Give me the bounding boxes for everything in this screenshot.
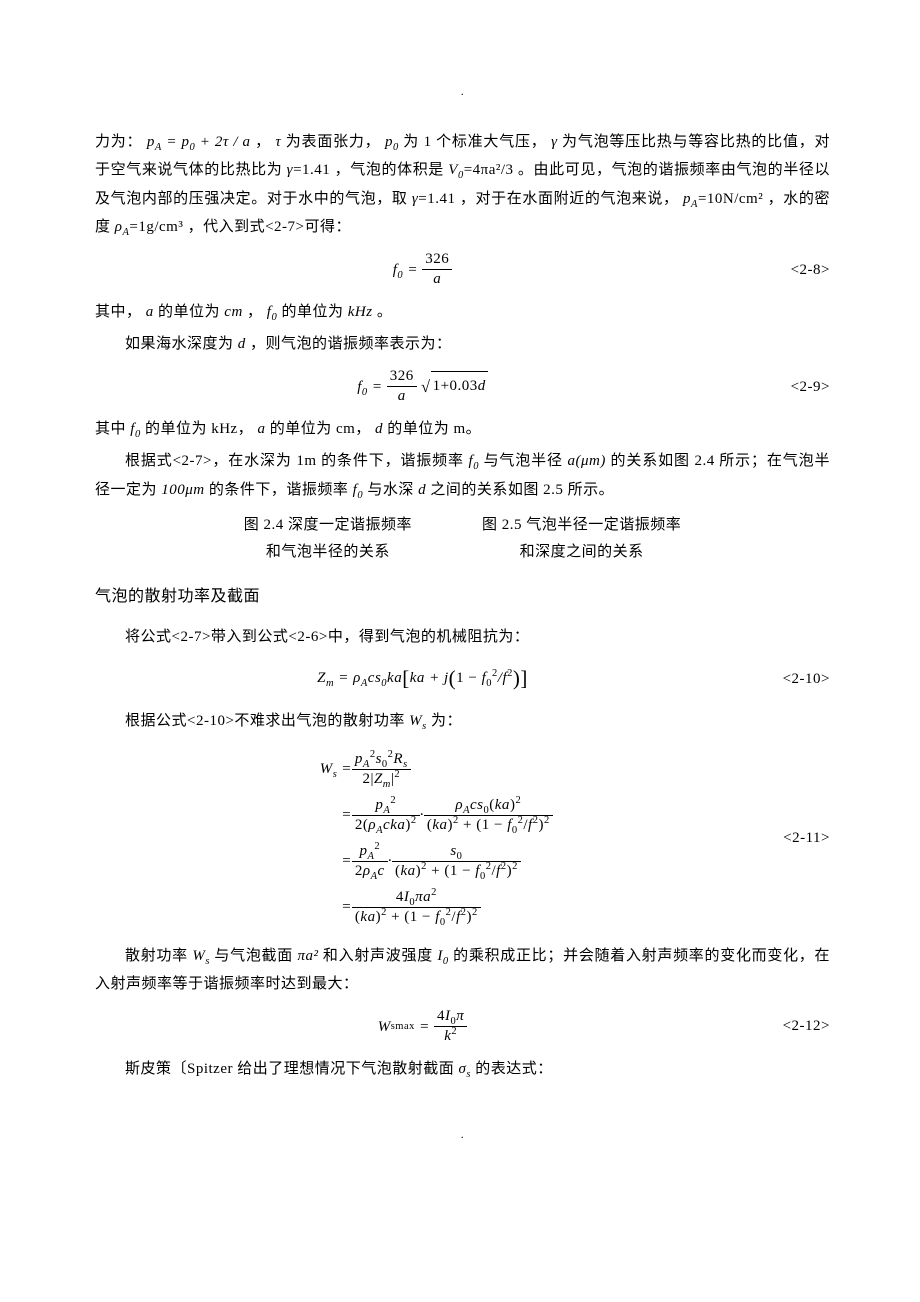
inline-eq-V0: V0=4πa²/3 bbox=[448, 162, 513, 178]
sym-Ws: Ws bbox=[192, 948, 210, 964]
figure-2-5-caption: 图 2.5 气泡半径一定谐振频率 和深度之间的关系 bbox=[482, 512, 681, 566]
paragraph-1: 力为： pA = p0 + 2τ / a ， τ 为表面张力， p0 为 1 个… bbox=[95, 128, 830, 242]
sym-d: d bbox=[375, 421, 383, 437]
text: 为： bbox=[431, 713, 462, 729]
text: 的单位为 bbox=[158, 304, 220, 320]
text: 其中 bbox=[95, 421, 126, 437]
paragraph-6: 将公式<2-7>带入到公式<2-6>中，得到气泡的机械阻抗为： bbox=[95, 623, 830, 652]
text: 的单位为 kHz， bbox=[145, 421, 253, 437]
inline-eq-gamma2: γ=1.41 bbox=[412, 191, 456, 207]
paragraph-9: 斯皮策〔Spitzer 给出了理想情况下气泡散射截面 σs 的表达式： bbox=[95, 1055, 830, 1084]
sym-pia2: πa² bbox=[297, 948, 318, 964]
sym-p0: p0 bbox=[385, 134, 399, 150]
text: 的单位为 m。 bbox=[387, 421, 481, 437]
inline-100um: 100μm bbox=[161, 482, 204, 498]
sym-d: d bbox=[238, 336, 246, 352]
equation-2-10: Zm = ρAcs0ka[ka + j(1 − f02/f2)] <2-10> bbox=[95, 659, 830, 699]
paragraph-5: 根据式<2-7>，在水深为 1m 的条件下，谐振频率 f0 与气泡半径 a(μm… bbox=[95, 447, 830, 504]
sym-sigma-s: σs bbox=[459, 1061, 472, 1077]
fig-caption-line1: 图 2.5 气泡半径一定谐振频率 bbox=[482, 512, 681, 539]
text: 与气泡截面 bbox=[214, 948, 293, 964]
text: 的表达式： bbox=[475, 1061, 553, 1077]
text: 力为： bbox=[95, 134, 142, 150]
text: ，对于在水面附近的气泡来说， bbox=[460, 191, 679, 207]
eq-number: <2-9> bbox=[750, 373, 830, 402]
text: ， bbox=[255, 134, 271, 150]
section-title: 气泡的散射功率及截面 bbox=[95, 582, 830, 612]
fig-caption-line2: 和气泡半径的关系 bbox=[244, 539, 412, 566]
unit-kHz: kHz bbox=[348, 304, 373, 320]
text: ， bbox=[247, 304, 263, 320]
equation-2-9: f0 = 326a √1+0.03d <2-9> bbox=[95, 367, 830, 407]
eq-number: <2-10> bbox=[750, 665, 830, 694]
text: 的单位为 bbox=[281, 304, 343, 320]
figure-2-4-caption: 图 2.4 深度一定谐振频率 和气泡半径的关系 bbox=[244, 512, 412, 566]
text: ，则气泡的谐振频率表示为： bbox=[250, 336, 452, 352]
text: 根据式<2-7>，在水深为 1m 的条件下，谐振频率 bbox=[125, 453, 464, 469]
eq-number: <2-12> bbox=[750, 1012, 830, 1041]
paragraph-3: 如果海水深度为 d ，则气泡的谐振频率表示为： bbox=[95, 330, 830, 359]
sym-gamma: γ bbox=[551, 134, 557, 150]
sym-f0: f0 bbox=[130, 421, 140, 437]
sym-f0: f0 bbox=[353, 482, 363, 498]
inline-eq-rhoA: ρA=1g/cm³ bbox=[115, 219, 184, 235]
sym-a: a bbox=[146, 304, 154, 320]
text: 与气泡半径 bbox=[484, 453, 563, 469]
page-dot-top: . bbox=[95, 80, 830, 103]
sym-I0: I0 bbox=[437, 948, 448, 964]
equation-2-8: f0 = 326a <2-8> bbox=[95, 250, 830, 290]
inline-eq-pA2: pA=10N/cm² bbox=[683, 191, 763, 207]
sym-d: d bbox=[418, 482, 426, 498]
eq-number: <2-11> bbox=[750, 824, 830, 853]
figure-captions: 图 2.4 深度一定谐振频率 和气泡半径的关系 图 2.5 气泡半径一定谐振频率… bbox=[95, 512, 830, 566]
text: 的单位为 cm， bbox=[270, 421, 371, 437]
sym-f0: f0 bbox=[469, 453, 479, 469]
text: 斯皮策〔Spitzer 给出了理想情况下气泡散射截面 bbox=[125, 1061, 454, 1077]
unit-cm: cm bbox=[224, 304, 243, 320]
paragraph-2: 其中， a 的单位为 cm ， f0 的单位为 kHz 。 bbox=[95, 298, 830, 327]
text: 根据公式<2-10>不难求出气泡的散射功率 bbox=[125, 713, 405, 729]
text: 为表面张力， bbox=[286, 134, 381, 150]
sym-f0: f0 bbox=[267, 304, 277, 320]
inline-a-um: a(μm) bbox=[568, 453, 606, 469]
text: 之间的关系如图 2.5 所示。 bbox=[430, 482, 614, 498]
text: 散射功率 bbox=[125, 948, 188, 964]
fig-caption-line1: 图 2.4 深度一定谐振频率 bbox=[244, 512, 412, 539]
equation-2-11: Ws = pA2s02Rs 2|Zm|2 = pA2 2(ρAcka)2 · ρ… bbox=[95, 744, 830, 934]
paragraph-4: 其中 f0 的单位为 kHz， a 的单位为 cm， d 的单位为 m。 bbox=[95, 415, 830, 444]
fig-caption-line2: 和深度之间的关系 bbox=[482, 539, 681, 566]
paragraph-7: 根据公式<2-10>不难求出气泡的散射功率 Ws 为： bbox=[95, 707, 830, 736]
text: 的条件下，谐振频率 bbox=[209, 482, 349, 498]
text: ，代入到式<2-7>可得： bbox=[188, 219, 351, 235]
equation-2-12: Wsmax = 4I0π k2 <2-12> bbox=[95, 1007, 830, 1047]
eq-number: <2-8> bbox=[750, 256, 830, 285]
text: 其中， bbox=[95, 304, 142, 320]
paragraph-8: 散射功率 Ws 与气泡截面 πa² 和入射声波强度 I0 的乘积成正比；并会随着… bbox=[95, 942, 830, 999]
sym-a: a bbox=[257, 421, 265, 437]
text: ，气泡的体积是 bbox=[335, 162, 444, 178]
text: 和入射声波强度 bbox=[323, 948, 433, 964]
text: 为 1 个标准大气压， bbox=[403, 134, 546, 150]
page-dot-bottom: . bbox=[95, 1123, 830, 1146]
text: 。 bbox=[377, 304, 393, 320]
text: 与水深 bbox=[367, 482, 414, 498]
sym-Ws: Ws bbox=[409, 713, 427, 729]
sym-tau: τ bbox=[275, 134, 281, 150]
inline-eq-pA: pA = p0 + 2τ / a bbox=[147, 134, 251, 150]
text: 如果海水深度为 bbox=[125, 336, 234, 352]
inline-eq-gamma: γ=1.41 bbox=[287, 162, 331, 178]
